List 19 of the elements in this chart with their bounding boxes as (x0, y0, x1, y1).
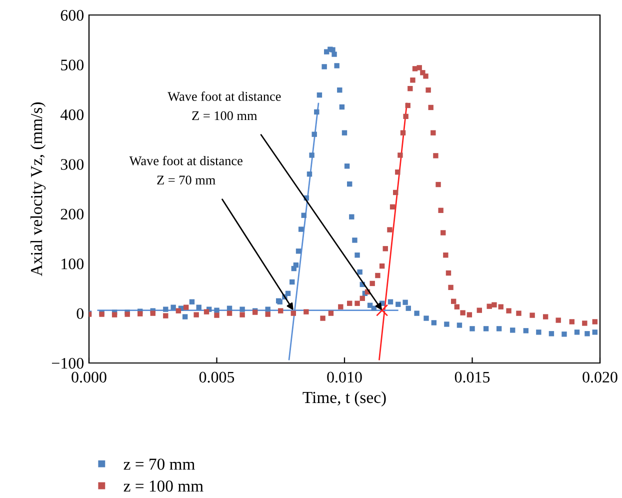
x-tick-label: 0.010 (327, 372, 362, 383)
x-tick-label: 0.005 (199, 372, 234, 383)
annotation: Wave foot at distance Z = 70 mm (129, 156, 242, 185)
x-axis-title: Time, t (sec) (302, 391, 386, 406)
annotation: Wave foot at distance Z = 100 mm (168, 91, 281, 120)
y-tick-label: 300 (60, 159, 84, 170)
x-tick-label: 0.020 (582, 372, 618, 383)
x-tick-label: 0.000 (72, 372, 106, 383)
y-tick-label: −100 (52, 358, 84, 369)
y-tick-label: 500 (61, 60, 84, 70)
y-tick-label: 400 (60, 109, 84, 120)
x-tick-label: 0.015 (454, 372, 490, 383)
legend-label: z = 100 mm (124, 480, 204, 492)
y-tick-label: 200 (60, 208, 84, 220)
y-tick-label: 0 (76, 308, 84, 319)
legend-label: z = 70 mm (124, 458, 195, 470)
y-tick-label: 600 (60, 10, 84, 21)
y-tick-label: 100 (62, 258, 84, 270)
y-axis-title: Axial velocity Vz, (mm/s) (30, 102, 46, 276)
